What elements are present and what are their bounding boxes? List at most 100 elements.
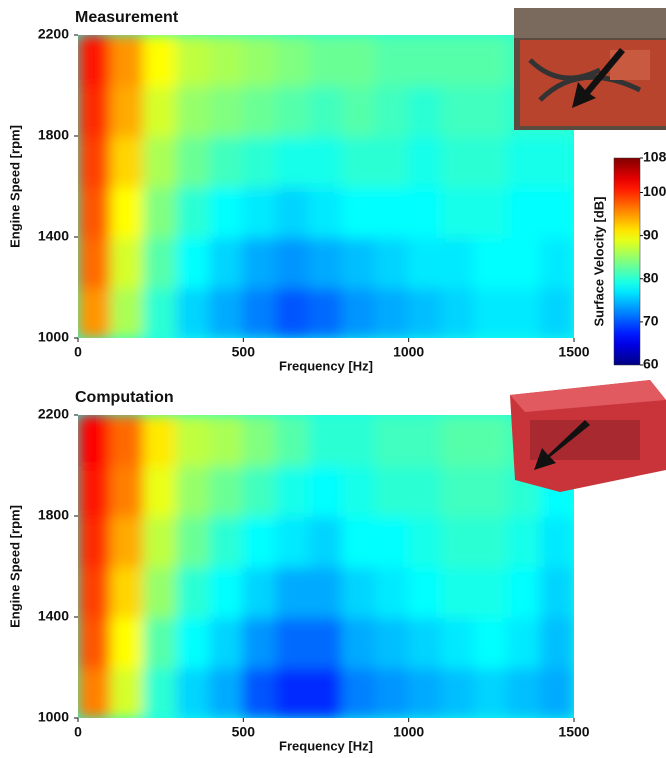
heatmap-cell	[110, 135, 146, 188]
y-tick-label: 1400	[38, 228, 69, 244]
heatmap-cell	[242, 84, 278, 137]
heatmap-cell	[374, 35, 410, 87]
heatmap-cell	[275, 135, 311, 188]
heatmap-cell	[440, 286, 476, 338]
heatmap-cell	[506, 286, 542, 338]
heatmap-cell	[308, 35, 344, 87]
heatmap-cell	[308, 666, 344, 718]
heatmap-cell	[110, 185, 146, 238]
heatmap-cell	[473, 84, 509, 137]
heatmap-cell	[209, 666, 245, 718]
heatmap-cells	[78, 35, 574, 338]
heatmap-cell	[308, 515, 344, 568]
x-tick-label: 500	[232, 724, 256, 740]
heatmap-cell	[176, 415, 212, 467]
heatmap-cell	[176, 84, 212, 137]
heatmap-cell	[110, 666, 146, 718]
heatmap-cell	[176, 565, 212, 618]
heatmap-cell	[242, 415, 278, 467]
heatmap-cell	[110, 236, 146, 289]
heatmap-cell	[374, 286, 410, 338]
heatmap-cell	[440, 616, 476, 669]
heatmap-cell	[176, 464, 212, 517]
heatmap-cell	[341, 515, 377, 568]
heatmap-cell	[341, 236, 377, 289]
heatmap-cell	[440, 515, 476, 568]
heatmap-cell	[242, 135, 278, 188]
heatmap-cell	[78, 135, 113, 188]
heatmap-cell	[539, 565, 574, 618]
plot-area	[78, 35, 574, 338]
heatmap-cell	[143, 185, 179, 238]
heatmap-cell	[374, 616, 410, 669]
x-tick-label: 1000	[393, 344, 424, 360]
y-tick-label: 1000	[38, 709, 69, 725]
heatmap-cell	[209, 565, 245, 618]
x-axis-label: Frequency [Hz]	[279, 738, 373, 753]
heatmap-cell	[341, 84, 377, 137]
x-tick-label: 500	[232, 344, 256, 360]
heatmap-cell	[176, 185, 212, 238]
heatmap-cell	[407, 415, 443, 467]
heatmap-cell	[374, 236, 410, 289]
heatmap-cell	[209, 415, 245, 467]
heatmap-cell	[275, 415, 311, 467]
heatmap-cell	[275, 236, 311, 289]
heatmap-cell	[308, 415, 344, 467]
heatmap-cell	[143, 565, 179, 618]
heatmap-cell	[275, 84, 311, 137]
heatmap-cell	[308, 616, 344, 669]
heatmap-cell	[506, 565, 542, 618]
heatmap-cell	[78, 415, 113, 467]
heatmap-cell	[209, 35, 245, 87]
heatmap-cell	[539, 185, 574, 238]
heatmap-cell	[407, 286, 443, 338]
heatmap-cell	[275, 666, 311, 718]
heatmap-cell	[143, 135, 179, 188]
heatmap-cell	[275, 185, 311, 238]
heatmap-cell	[308, 565, 344, 618]
x-tick-label: 1500	[558, 344, 589, 360]
heatmap-cell	[275, 286, 311, 338]
engine-photo	[514, 8, 666, 130]
heatmap-cell	[143, 415, 179, 467]
heatmap-cell	[176, 286, 212, 338]
heatmap-cell	[275, 565, 311, 618]
colorbar-tick-label: 90	[643, 226, 659, 242]
heatmap-cell	[506, 135, 542, 188]
heatmap-cells	[78, 415, 574, 718]
heatmap-cell	[143, 84, 179, 137]
heatmap-cell	[407, 185, 443, 238]
heatmap-cell	[110, 515, 146, 568]
heatmap-cell	[308, 84, 344, 137]
heatmap-cell	[374, 464, 410, 517]
heatmap-cell	[176, 515, 212, 568]
heatmap-cell	[341, 185, 377, 238]
heatmap-cell	[341, 35, 377, 87]
heatmap-cell	[308, 236, 344, 289]
heatmap-cell	[110, 464, 146, 517]
heatmap-cell	[473, 666, 509, 718]
heatmap-cell	[407, 35, 443, 87]
heatmap-cell	[176, 236, 212, 289]
heatmap-cell	[242, 185, 278, 238]
heatmap-cell	[440, 666, 476, 718]
heatmap-cell	[110, 415, 146, 467]
heatmap-cell	[473, 135, 509, 188]
heatmap-cell	[308, 464, 344, 517]
x-tick-label: 1500	[558, 724, 589, 740]
heatmap-cell	[176, 666, 212, 718]
colorbar-tick-label: 60	[643, 356, 659, 372]
heatmap-cell	[473, 415, 509, 467]
heatmap-cell	[374, 185, 410, 238]
heatmap-cell	[209, 616, 245, 669]
heatmap-cell	[374, 565, 410, 618]
heatmap-cell	[407, 616, 443, 669]
heatmap-cell	[143, 515, 179, 568]
heatmap-cell	[440, 236, 476, 289]
heatmap-cell	[209, 236, 245, 289]
heatmap-cell	[440, 565, 476, 618]
heatmap-cell	[78, 35, 113, 87]
heatmap-cell	[440, 185, 476, 238]
heatmap-cell	[539, 135, 574, 188]
